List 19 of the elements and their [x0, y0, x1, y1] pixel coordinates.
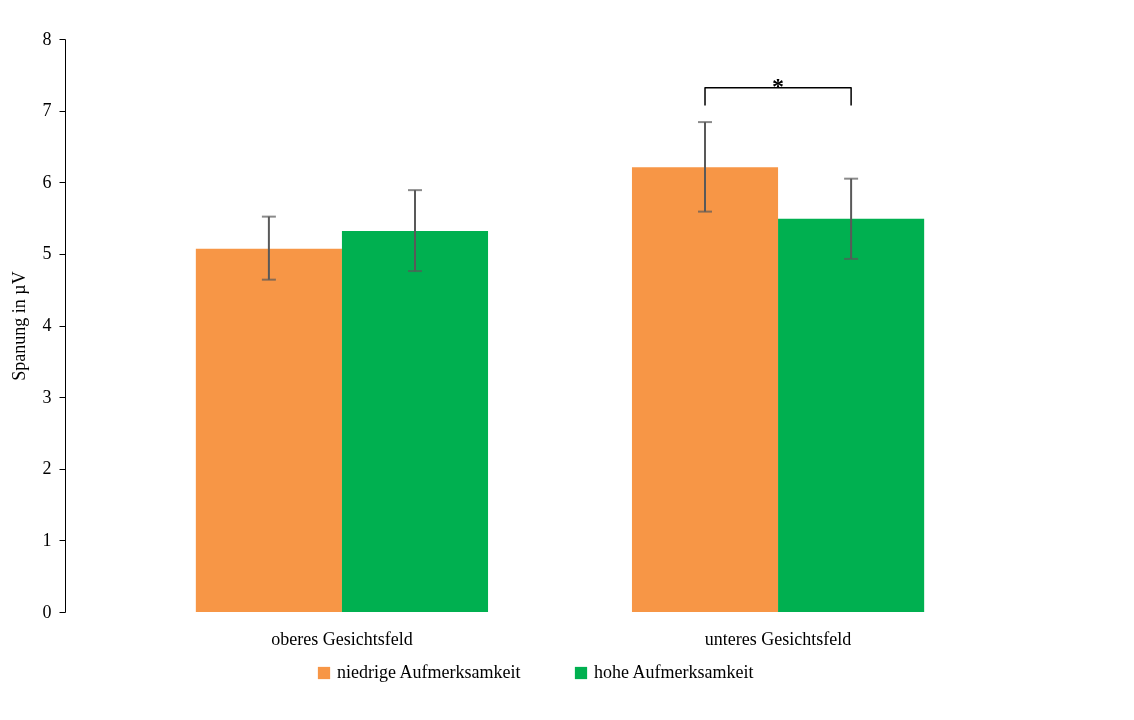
y-tick-label: 7: [42, 100, 52, 121]
y-tick-label: 3: [42, 386, 52, 407]
y-tick-label: 5: [42, 243, 52, 264]
y-tick-label: 6: [42, 171, 52, 192]
y-tick-label: 2: [42, 458, 52, 479]
bar: [341, 230, 489, 612]
y-axis-title: Spanung in µV: [8, 271, 29, 381]
annotation: *: [772, 72, 785, 99]
bar: [631, 167, 779, 612]
y-tick-label: 1: [42, 529, 52, 550]
y-tick-label: 8: [42, 28, 52, 49]
y-tick-label: 0: [42, 601, 52, 622]
x-tick-label: unteres Gesichtsfeld: [704, 628, 852, 649]
legend-label: niedrige Aufmerksamkeit: [337, 662, 521, 682]
legend-label: hohe Aufmerksamkeit: [594, 662, 754, 682]
bar: [195, 248, 342, 612]
x-tick-label: oberes Gesichtsfeld: [271, 628, 413, 649]
bar: [778, 218, 925, 612]
y-tick-label: 4: [42, 315, 52, 335]
